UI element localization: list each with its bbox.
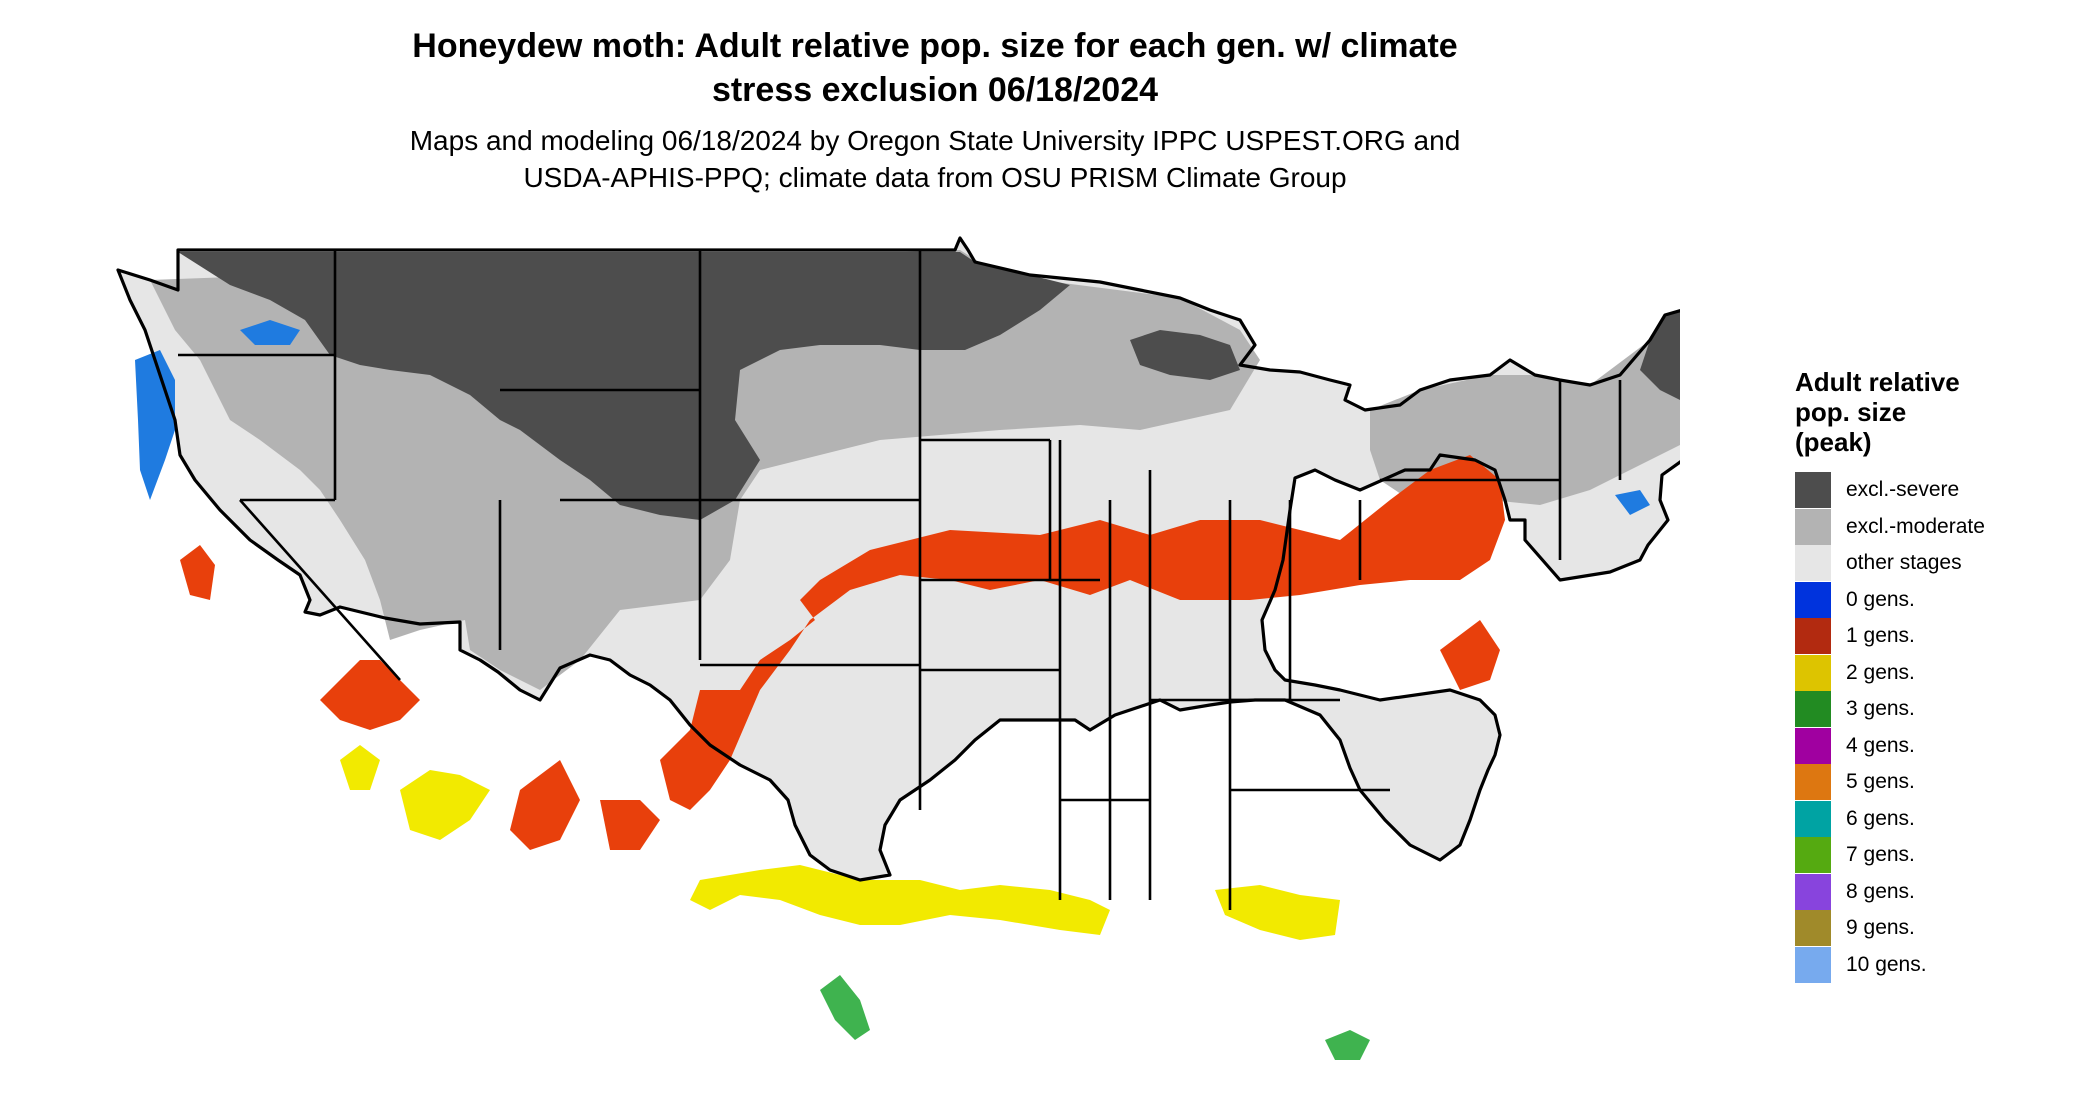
legend-swatch (1795, 654, 1831, 691)
legend-item: 9 gens. (1795, 910, 2055, 947)
zone-gen-0 (135, 350, 175, 500)
map-title: Honeydew moth: Adult relative pop. size … (260, 24, 1610, 112)
map-subtitle-line: USDA-APHIS-PPQ; climate data from OSU PR… (523, 162, 1347, 193)
legend-item: 6 gens. (1795, 800, 2055, 838)
legend-swatch (1795, 581, 1831, 618)
legend-item: 5 gens. (1795, 764, 2055, 801)
legend-item: 10 gens. (1795, 946, 2055, 984)
legend-item: 7 gens. (1795, 837, 2055, 874)
zone-gen-2 (690, 865, 1110, 935)
legend-items: excl.-severe excl.-moderate other stages 0 … (1795, 472, 2055, 983)
legend-swatch (1795, 618, 1831, 655)
title-block: Honeydew moth: Adult relative pop. size … (260, 24, 1610, 196)
legend-item: 0 gens. (1795, 581, 2055, 619)
map-title-line: Honeydew moth: Adult relative pop. size … (412, 27, 1458, 65)
legend-label: 4 gens. (1846, 733, 1915, 757)
zone-gen-1 (320, 660, 420, 730)
legend-title-line: Adult relative (1795, 367, 1960, 397)
us-map (110, 230, 1747, 1110)
zone-excl-severe (1130, 330, 1240, 380)
legend: Adult relative pop. size (peak) excl.-se… (1795, 367, 2055, 983)
legend-swatch (1795, 691, 1831, 728)
zone-gen-2 (400, 770, 490, 840)
map-subtitle: Maps and modeling 06/18/2024 by Oregon S… (260, 122, 1610, 196)
legend-label: 7 gens. (1846, 843, 1915, 867)
legend-label: 0 gens. (1846, 587, 1915, 611)
zone-excl-severe (178, 252, 1070, 520)
legend-title: Adult relative pop. size (peak) (1795, 367, 2055, 457)
zone-gen-0 (240, 320, 300, 345)
legend-swatch (1795, 764, 1831, 801)
legend-label: 6 gens. (1846, 806, 1915, 830)
us-map-svg (116, 236, 1747, 1060)
state-borders (116, 236, 1747, 910)
legend-swatch (1795, 873, 1831, 910)
legend-label: other stages (1846, 551, 1962, 575)
legend-label: 10 gens. (1846, 952, 1927, 976)
zone-gen-1 (660, 455, 1505, 810)
legend-swatch (1795, 727, 1831, 764)
legend-item: excl.-severe (1795, 472, 2055, 509)
map-title-line: stress exclusion 06/18/2024 (711, 71, 1159, 109)
legend-swatch (1795, 800, 1831, 837)
map-subtitle-line: Maps and modeling 06/18/2024 by Oregon S… (409, 125, 1461, 156)
legend-label: 5 gens. (1846, 770, 1915, 794)
zone-gen-1 (1440, 620, 1500, 690)
legend-item: 1 gens. (1795, 618, 2055, 655)
legend-swatch (1795, 545, 1831, 582)
zone-gen-1 (510, 760, 580, 850)
zone-gen-3 (820, 975, 870, 1040)
legend-item: 8 gens. (1795, 873, 2055, 911)
legend-item: excl.-moderate (1795, 508, 2055, 546)
us-outline-border (116, 236, 1747, 882)
legend-swatch (1795, 472, 1831, 509)
legend-label: 8 gens. (1846, 879, 1915, 903)
legend-label: excl.-moderate (1846, 514, 1985, 538)
zone-gen-3 (1325, 1030, 1370, 1060)
legend-title-line: pop. size (1795, 397, 1907, 427)
legend-title-line: (peak) (1795, 427, 1872, 457)
legend-label: 1 gens. (1846, 624, 1915, 648)
zone-gen-2 (1215, 885, 1340, 940)
legend-label: 3 gens. (1846, 697, 1915, 721)
zone-gen-1 (180, 545, 215, 600)
state-border-line (239, 499, 401, 681)
zone-gen-0 (1615, 490, 1650, 515)
legend-label: excl.-severe (1846, 478, 1960, 502)
legend-label: 2 gens. (1846, 660, 1915, 684)
legend-item: 2 gens. (1795, 654, 2055, 692)
legend-item: 4 gens. (1795, 727, 2055, 765)
legend-swatch (1795, 837, 1831, 874)
zone-gen-1 (600, 800, 660, 850)
legend-swatch (1795, 910, 1831, 947)
zone-gen-2 (340, 745, 380, 790)
legend-swatch (1795, 946, 1831, 983)
zone-excl-moderate (1370, 305, 1730, 505)
legend-swatch (1795, 508, 1831, 545)
legend-item: 3 gens. (1795, 691, 2055, 728)
legend-item: other stages (1795, 545, 2055, 582)
legend-label: 9 gens. (1846, 916, 1915, 940)
